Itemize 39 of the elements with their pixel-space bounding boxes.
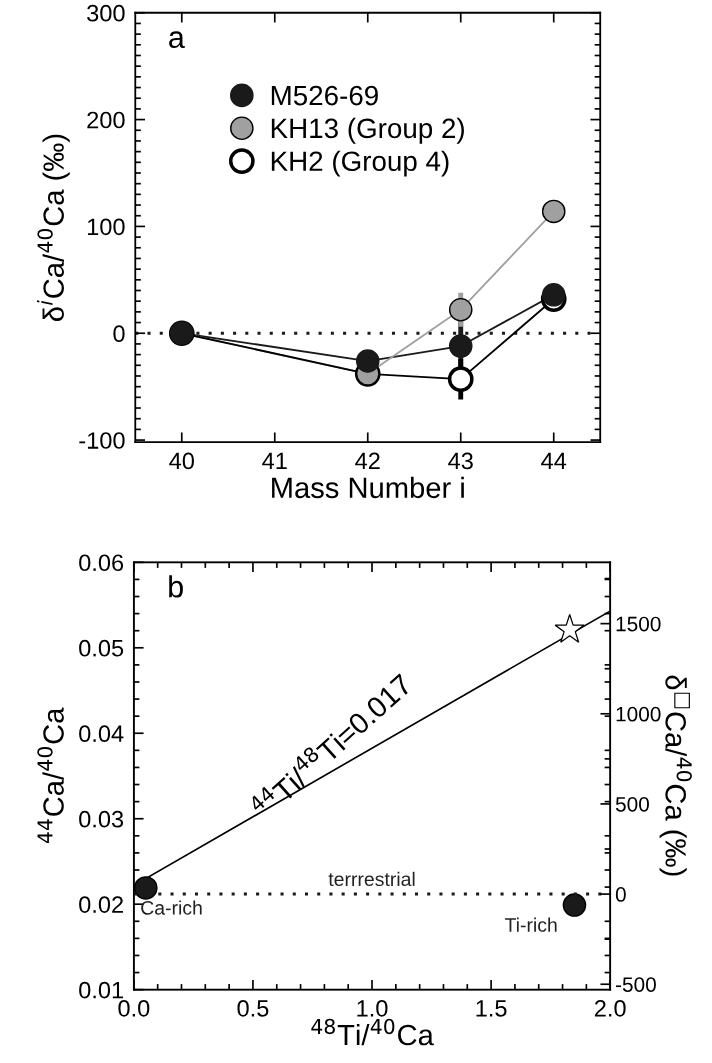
y2-tick-label: 0: [615, 887, 626, 902]
y-tick-label: 0.03: [79, 810, 124, 828]
y-axis-title: δ$^{i}$Ca/$^{40}$Ca (‰): [37, 134, 70, 322]
y-tick-label: 0.01: [79, 981, 123, 999]
legend-label: KH2 (Group 4): [271, 150, 449, 177]
y2-tick-label: 500: [615, 796, 649, 812]
annotation: Ca-rich: [141, 900, 202, 915]
y-tick-label: -100: [79, 432, 125, 449]
legend-label: KH13 (Group 2): [271, 117, 464, 144]
x-tick-label: 44: [541, 452, 567, 470]
text: $^{44}$Ti/$^{48}$Ti=0.017: [247, 668, 414, 821]
x-axis-title: Mass Number i: [272, 476, 464, 499]
x-tick-label: 1.0: [357, 1000, 388, 1017]
y-tick-label: 300: [87, 4, 125, 22]
x-tick-label: 42: [355, 452, 380, 470]
x-tick-label: 43: [448, 452, 473, 470]
ref-line-label: terrrestrial: [328, 871, 415, 887]
y-tick-label: 100: [87, 218, 125, 236]
y-tick-label: 0.06: [79, 554, 124, 572]
y2-tick-label: 1500: [616, 616, 661, 632]
annotation: a: [169, 31, 185, 49]
y-tick-label: 0.02: [79, 896, 123, 913]
y-tick-label: 0: [113, 325, 125, 343]
x-tick-label: 2.0: [594, 1000, 626, 1017]
y-tick-label: 0.04: [79, 725, 124, 743]
x-tick-label: 40: [169, 452, 194, 470]
y2-tick-label: -500: [615, 977, 656, 992]
legend-label: M526-69: [271, 85, 378, 106]
y-tick-label: 200: [87, 111, 125, 129]
y-axis-title: $^{44}$Ca/$^{40}$Ca: [37, 707, 64, 844]
annotation: b: [169, 575, 183, 598]
annotation: Ti-rich: [504, 917, 557, 932]
x-tick-label: 0.5: [237, 1000, 269, 1017]
x-tick-label: 41: [262, 452, 287, 470]
x-tick-label: 0.0: [118, 1000, 150, 1017]
x-tick-label: 1.5: [476, 1000, 507, 1017]
y2-tick-label: 1000: [616, 706, 661, 722]
x-axis-title: $^{48}$Ti/$^{40}$Ca: [311, 1018, 434, 1046]
y-tick-label: 0.05: [79, 639, 124, 657]
